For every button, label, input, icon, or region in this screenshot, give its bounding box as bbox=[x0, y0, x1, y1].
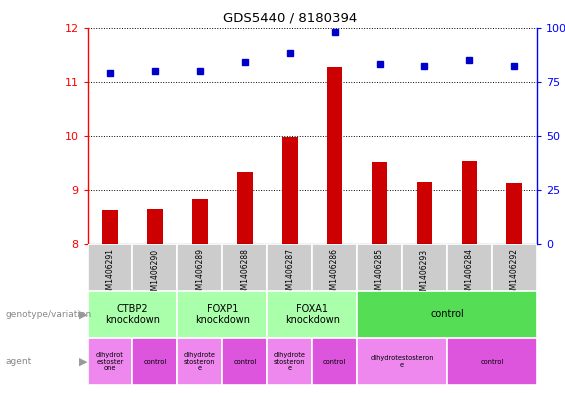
Bar bbox=[147, 209, 163, 244]
Bar bbox=[372, 162, 388, 244]
Text: FOXA1
knockdown: FOXA1 knockdown bbox=[285, 304, 340, 325]
Bar bbox=[416, 182, 432, 244]
Text: control: control bbox=[323, 358, 346, 365]
Bar bbox=[447, 338, 537, 385]
Bar bbox=[492, 244, 537, 291]
Bar bbox=[462, 161, 477, 244]
Bar bbox=[357, 291, 537, 338]
Text: GSM1406291: GSM1406291 bbox=[106, 248, 115, 299]
Text: dihydrote
stosteron
e: dihydrote stosteron e bbox=[184, 352, 216, 371]
Text: GSM1406286: GSM1406286 bbox=[330, 248, 339, 299]
Bar bbox=[402, 244, 447, 291]
Text: dihydrot
estoster
one: dihydrot estoster one bbox=[96, 352, 124, 371]
Text: GSM1406284: GSM1406284 bbox=[465, 248, 474, 299]
Bar bbox=[282, 137, 298, 244]
Bar bbox=[132, 244, 177, 291]
Bar bbox=[327, 67, 342, 244]
Bar bbox=[102, 210, 118, 244]
Bar bbox=[177, 338, 222, 385]
Bar bbox=[192, 199, 208, 244]
Text: GSM1406289: GSM1406289 bbox=[195, 248, 205, 299]
Bar bbox=[506, 183, 522, 244]
Bar bbox=[223, 244, 267, 291]
Text: dihydrote
stosteron
e: dihydrote stosteron e bbox=[273, 352, 306, 371]
Bar bbox=[267, 291, 357, 338]
Text: ▶: ▶ bbox=[79, 309, 88, 320]
Text: GSM1406293: GSM1406293 bbox=[420, 248, 429, 299]
Text: control: control bbox=[233, 358, 257, 365]
Text: GSM1406287: GSM1406287 bbox=[285, 248, 294, 299]
Bar bbox=[177, 244, 222, 291]
Bar bbox=[88, 291, 177, 338]
Text: agent: agent bbox=[6, 357, 32, 366]
Text: dihydrotestosteron
e: dihydrotestosteron e bbox=[370, 355, 434, 368]
Bar bbox=[267, 338, 312, 385]
Bar bbox=[88, 244, 132, 291]
Bar bbox=[267, 244, 312, 291]
Text: control: control bbox=[430, 309, 464, 320]
Bar bbox=[312, 244, 357, 291]
Bar bbox=[132, 338, 177, 385]
Title: GDS5440 / 8180394: GDS5440 / 8180394 bbox=[223, 12, 357, 25]
Text: CTBP2
knockdown: CTBP2 knockdown bbox=[105, 304, 160, 325]
Bar bbox=[177, 291, 267, 338]
Text: GSM1406288: GSM1406288 bbox=[240, 248, 249, 299]
Bar bbox=[312, 338, 357, 385]
Bar bbox=[88, 338, 132, 385]
Text: ▶: ▶ bbox=[79, 356, 88, 367]
Text: genotype/variation: genotype/variation bbox=[6, 310, 92, 319]
Text: GSM1406285: GSM1406285 bbox=[375, 248, 384, 299]
Bar bbox=[237, 172, 253, 244]
Text: GSM1406290: GSM1406290 bbox=[150, 248, 159, 299]
Bar bbox=[447, 244, 492, 291]
Bar bbox=[357, 338, 447, 385]
Text: FOXP1
knockdown: FOXP1 knockdown bbox=[195, 304, 250, 325]
Text: GSM1406292: GSM1406292 bbox=[510, 248, 519, 299]
Text: control: control bbox=[480, 358, 503, 365]
Bar bbox=[223, 338, 267, 385]
Bar bbox=[357, 244, 402, 291]
Text: control: control bbox=[144, 358, 167, 365]
